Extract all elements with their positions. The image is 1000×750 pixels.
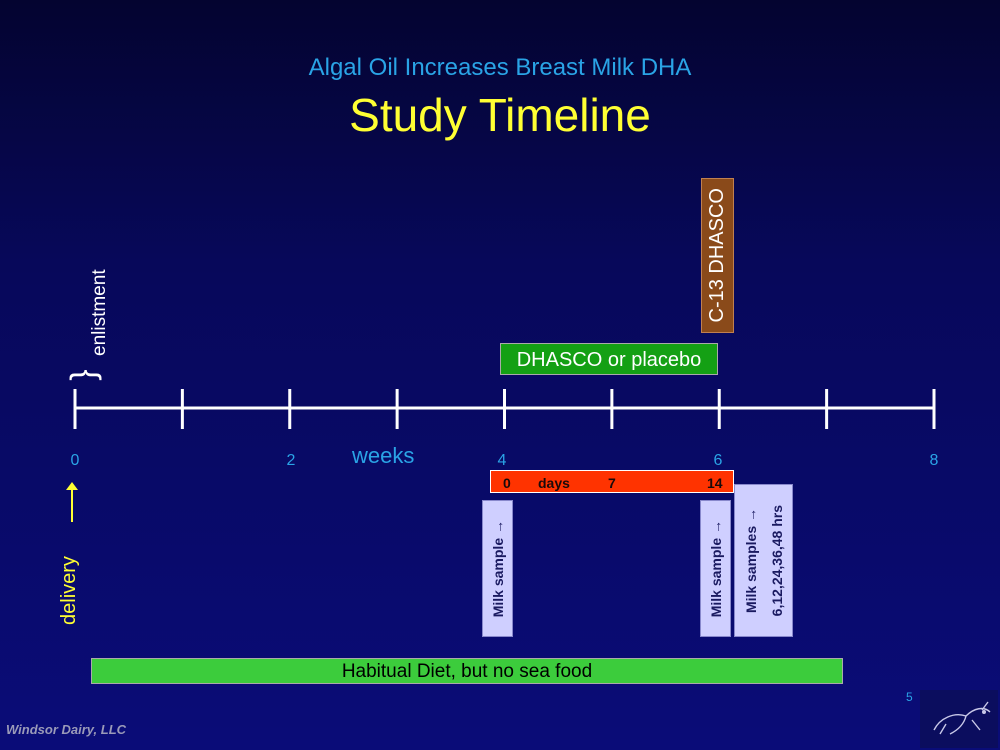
c13-dhasco-box: C-13 DHASCO <box>701 178 734 333</box>
slide-subtitle: Algal Oil Increases Breast Milk DHA <box>308 54 692 81</box>
page-number: 5 <box>906 690 913 704</box>
milk-sample-label-1: Milk sample → <box>489 519 506 618</box>
milk-samples-label-3: Milk samples → <box>742 507 759 614</box>
weeks-label: weeks <box>352 443 415 468</box>
milk-sample-box-2: Milk sample → <box>700 500 731 637</box>
milk-samples-hours: 6,12,24,36,48 hrs <box>768 504 785 617</box>
c13-dhasco-label: C-13 DHASCO <box>706 188 728 323</box>
tick-label-8: 8 <box>929 452 939 469</box>
day-start: 0 <box>503 475 511 491</box>
milk-samples-box-3: Milk samples → 6,12,24,36,48 hrs <box>734 484 793 637</box>
day-end: 14 <box>707 475 723 491</box>
slide-title: Study Timeline <box>349 89 651 141</box>
enlistment-brace-icon: { <box>68 369 107 381</box>
days-label: days <box>538 475 570 491</box>
tick-label-6: 6 <box>713 452 723 469</box>
days-bar: 0 days 7 14 <box>490 470 734 493</box>
day-mid: 7 <box>608 475 616 491</box>
axis-ticks <box>73 389 936 429</box>
tick-label-4: 4 <box>497 452 507 469</box>
diet-bar: Habitual Diet, but no sea food <box>91 658 843 684</box>
delivery-arrow-icon <box>66 482 78 490</box>
tick-label-0: 0 <box>70 452 80 469</box>
milk-sample-label-2: Milk sample → <box>707 519 724 618</box>
tick-label-2: 2 <box>286 452 296 469</box>
cow-sketch-logo-icon <box>920 690 998 748</box>
delivery-label: delivery <box>58 556 80 625</box>
footer-text: Windsor Dairy, LLC <box>6 722 127 737</box>
milk-sample-box-1: Milk sample → <box>482 500 513 637</box>
supplement-bar: DHASCO or placebo <box>500 343 718 375</box>
enlistment-label: enlistment <box>89 269 110 356</box>
